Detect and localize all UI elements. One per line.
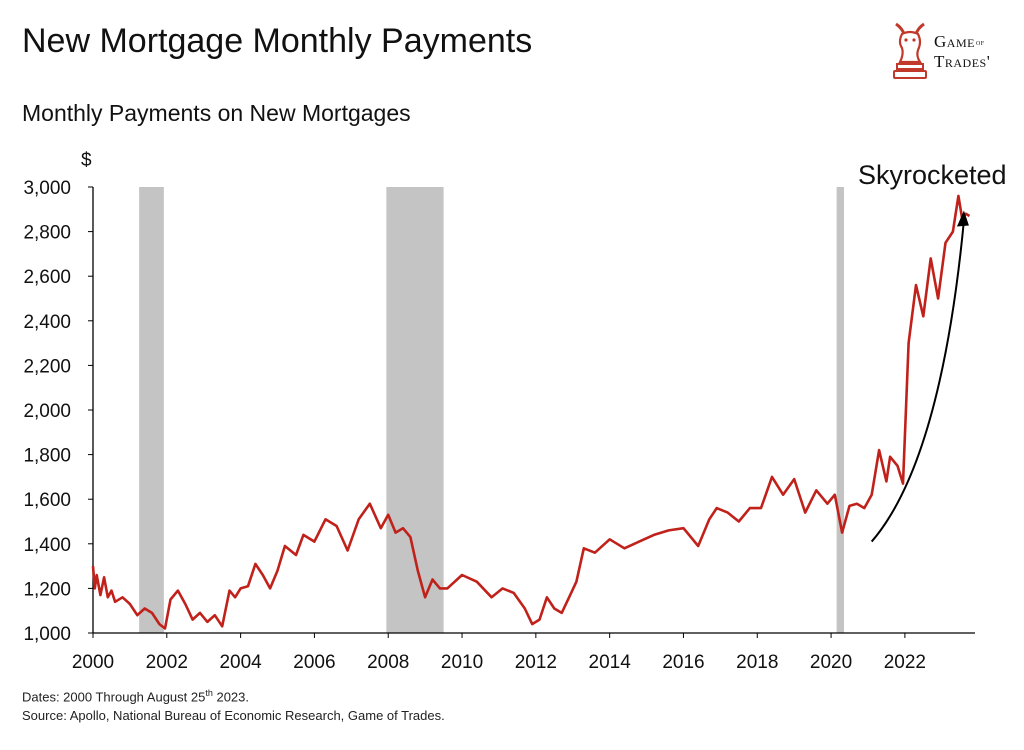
footer-dates-suffix: 2023. — [212, 689, 250, 705]
chart-footer: Dates: 2000 Through August 25th 2023. So… — [22, 684, 445, 725]
y-tick-label-10: 3,000 — [23, 178, 71, 199]
y-tick-label-0: 1,000 — [23, 624, 71, 645]
y-tick-label-3: 1,600 — [23, 490, 71, 511]
recession-band-2 — [836, 187, 844, 633]
y-tick-label-7: 2,400 — [23, 312, 71, 333]
x-tick-label-7: 2014 — [589, 652, 632, 673]
logo-word-trades: Trades' — [934, 52, 991, 71]
recession-band-0 — [139, 187, 164, 633]
mortgage-payments-chart: 1,000 1,200 1,400 1,600 1,800 2,000 2,200 2,400… — [23, 150, 1007, 673]
page-title: New Mortgage Monthly Payments — [22, 22, 533, 60]
annotation-text: Skyrocketed — [858, 160, 1007, 190]
x-tick-label-2: 2004 — [219, 652, 262, 673]
chart-subtitle: Monthly Payments on New Mortgages — [22, 100, 411, 126]
annotation-arrowhead — [956, 210, 969, 227]
y-tick-label-8: 2,600 — [23, 267, 71, 288]
recession-band-1 — [386, 187, 444, 633]
x-tick-label-4: 2008 — [367, 652, 409, 673]
footer-dates-sup: th — [205, 688, 213, 698]
x-tick-label-6: 2012 — [515, 652, 557, 673]
y-tick-label-2: 1,400 — [23, 535, 71, 556]
bull-knight-chess-icon — [893, 22, 927, 79]
y-tick-label-6: 2,200 — [23, 356, 71, 377]
logo-word-game: Game — [934, 32, 975, 51]
x-tick-label-9: 2018 — [736, 652, 778, 673]
footer-dates-prefix: Dates: 2000 Through August 25 — [22, 689, 206, 705]
x-tick-label-8: 2016 — [662, 652, 704, 673]
x-tick-label-0: 2000 — [72, 652, 114, 673]
y-tick-label-9: 2,800 — [23, 223, 71, 244]
x-tick-label-10: 2020 — [810, 652, 852, 673]
footer-dates: Dates: 2000 Through August 25th 2023. — [22, 684, 445, 706]
y-axis-label: $ — [81, 150, 92, 171]
game-of-trades-logo: Gameof Trades' — [888, 18, 1018, 86]
series-line-0 — [91, 194, 971, 630]
x-tick-label-3: 2006 — [293, 652, 335, 673]
x-tick-label-11: 2022 — [884, 652, 926, 673]
logo-word-of: of — [975, 37, 985, 47]
y-tick-label-1: 1,200 — [23, 579, 71, 600]
x-tick-label-1: 2002 — [146, 652, 188, 673]
footer-source: Source: Apollo, National Bureau of Econo… — [22, 708, 445, 724]
x-tick-label-5: 2010 — [441, 652, 483, 673]
y-tick-label-5: 2,000 — [23, 401, 71, 422]
y-tick-label-4: 1,800 — [23, 446, 71, 467]
annotation-arrow — [870, 220, 965, 543]
